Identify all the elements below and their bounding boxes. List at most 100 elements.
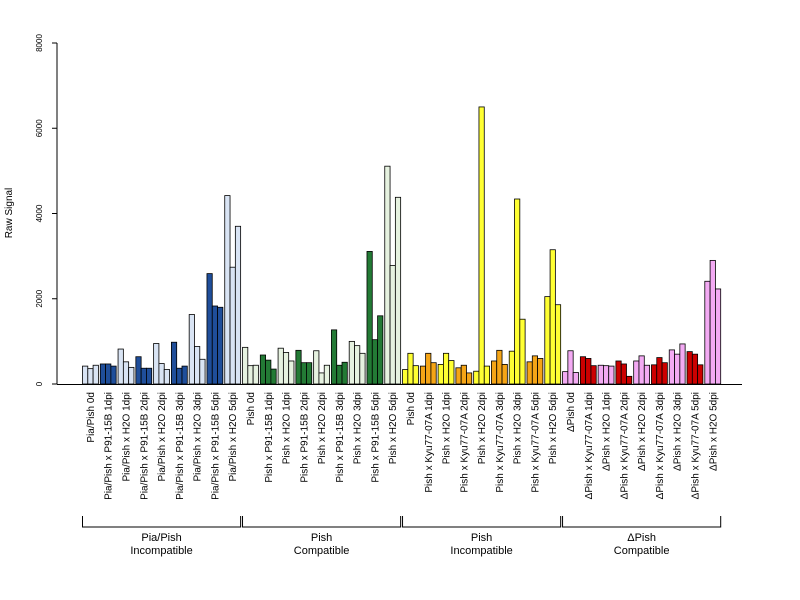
x-tick-label: Pish x Kyu77-07A 5dpi	[530, 392, 541, 493]
x-tick-label: Pish x H2O 2dpi	[317, 392, 328, 464]
bar	[153, 343, 160, 385]
bar	[158, 363, 165, 385]
bar	[194, 346, 201, 385]
x-tick-label: Pish x P91-15B 2dpi	[299, 392, 310, 483]
bar	[661, 362, 668, 385]
bar	[448, 360, 455, 385]
x-tick-label: ΔPish x H2O 1dpi	[602, 392, 613, 471]
bar	[341, 361, 348, 385]
bars	[82, 106, 722, 385]
bar	[437, 363, 444, 385]
bar	[389, 265, 396, 385]
bar	[128, 366, 135, 385]
bar	[466, 372, 473, 385]
bar	[336, 364, 343, 385]
bar	[419, 365, 427, 385]
bar	[295, 349, 302, 385]
bar	[430, 362, 437, 385]
bar	[323, 364, 330, 385]
bar	[105, 363, 112, 385]
bar	[265, 359, 272, 385]
bar	[549, 249, 556, 385]
x-tick-label: Pish x Kyu77-07A 2dpi	[459, 392, 470, 493]
bar	[615, 360, 622, 385]
bar	[554, 304, 562, 385]
bar	[110, 365, 117, 385]
bar	[277, 347, 284, 385]
bar	[501, 363, 508, 385]
bar	[170, 341, 178, 385]
bar	[709, 259, 716, 385]
bar	[567, 350, 574, 385]
bar	[514, 198, 521, 385]
x-tick-label: Pia/Pish 0d	[86, 392, 97, 443]
bar	[259, 354, 266, 385]
x-tick-label: Pish x H2O 5dpi	[388, 392, 399, 464]
bar	[359, 352, 366, 385]
bar	[643, 364, 650, 385]
bar	[562, 371, 569, 385]
x-tick-label: ΔPish x Kyu77-07A 5dpi	[690, 392, 701, 499]
bar	[407, 352, 414, 385]
bar	[224, 195, 231, 385]
x-tick-label: Pish x H2O 3dpi	[513, 392, 524, 464]
bar	[668, 349, 675, 385]
bar	[122, 361, 130, 385]
x-tick-label: ΔPish 0d	[566, 392, 577, 432]
y-tick-label: 4000	[35, 204, 44, 222]
bar	[140, 367, 147, 385]
y-tick-label: 6000	[35, 119, 44, 137]
bar	[394, 196, 402, 385]
bar	[590, 365, 597, 385]
x-tick-label: ΔPish x Kyu77-07A 1dpi	[584, 392, 595, 499]
bar	[455, 367, 462, 385]
bar	[270, 368, 277, 385]
x-tick-label: Pish x H2O 1dpi	[282, 392, 293, 464]
bar	[318, 372, 325, 385]
group-sublabel: Incompatible	[450, 545, 512, 557]
bar	[117, 348, 124, 385]
x-tick-label: Pia/Pish x H2O 3dpi	[193, 392, 204, 482]
bar	[402, 369, 409, 385]
y-tick-label: 2000	[35, 289, 44, 307]
bar	[82, 365, 89, 385]
bar	[206, 273, 213, 385]
bar	[704, 280, 711, 385]
x-tick-label: Pia/Pish x H2O 5dpi	[228, 392, 239, 482]
bar	[572, 372, 579, 385]
x-tick-label: ΔPish x Kyu77-07A 2dpi	[619, 392, 630, 499]
bar	[544, 296, 551, 385]
group-sublabel: Compatible	[614, 545, 670, 557]
x-tick-label: ΔPish x H2O 3dpi	[673, 392, 684, 471]
bar	[686, 351, 693, 385]
group-label: Pia/Pish	[141, 532, 181, 544]
x-tick-label: ΔPish x H2O 2dpi	[637, 392, 648, 471]
x-tick-label: Pish x H2O 2dpi	[477, 392, 488, 464]
bar	[288, 360, 295, 385]
bar	[313, 350, 320, 385]
bar	[247, 365, 254, 385]
x-tick-label: Pia/Pish x P91-15B 5dpi	[210, 392, 221, 500]
group-label: Pish	[311, 532, 332, 544]
bar	[282, 352, 290, 385]
bar	[531, 355, 538, 385]
x-tick-labels: Pia/Pish 0d Pia/Pish x P91-15B 1dpi Pia/Pi…	[86, 392, 719, 500]
bar	[691, 353, 699, 385]
bar	[603, 365, 610, 385]
x-tick-label: Pish x P91-15B 1dpi	[264, 392, 275, 483]
y-tick-label: 0	[35, 381, 44, 386]
bar	[626, 375, 633, 385]
bar	[331, 329, 338, 385]
x-tick-label: Pia/Pish x P91-15B 2dpi	[139, 392, 150, 500]
bar	[697, 364, 704, 385]
x-tick-label: Pish x H2O 3dpi	[353, 392, 364, 464]
bar	[537, 358, 544, 385]
bar	[473, 370, 480, 385]
group-bracket	[82, 516, 242, 528]
bar	[656, 357, 663, 385]
bar	[188, 314, 195, 385]
y-axis: 0 2000 4000 6000 8000	[35, 34, 58, 386]
group-label: Pish	[471, 532, 492, 544]
bar	[674, 353, 681, 385]
